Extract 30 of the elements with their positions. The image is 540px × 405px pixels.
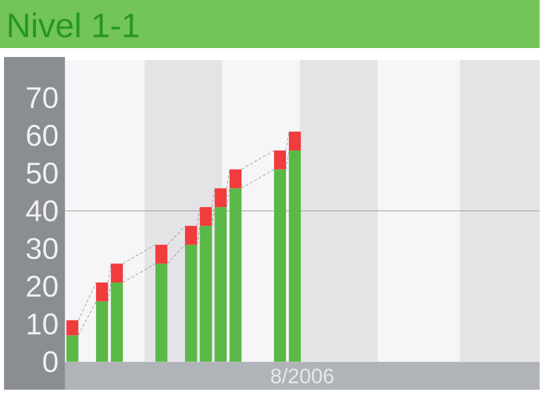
bar [110, 264, 123, 283]
bar [185, 226, 198, 245]
bar [288, 132, 301, 151]
bar [274, 169, 286, 362]
y-tick-label: 0 [43, 351, 58, 372]
bar [274, 150, 286, 170]
y-tick-label: 30 [26, 238, 58, 260]
bar [185, 244, 198, 362]
bar [200, 207, 212, 226]
bar [230, 188, 242, 362]
bar [110, 282, 123, 362]
y-tick-label: 10 [28, 314, 58, 335]
chart-title: Nivel 1-1 [8, 12, 139, 38]
y-tick-label: 60 [26, 124, 58, 146]
bar [96, 302, 108, 362]
bar [288, 150, 301, 362]
bar [155, 264, 168, 362]
bar [66, 335, 78, 362]
y-tick-label: 20 [26, 276, 58, 298]
bar [66, 320, 78, 336]
y-tick-label: 70 [26, 87, 58, 108]
y-tick-label: 40 [26, 200, 58, 222]
y-tick-label: 50 [26, 162, 58, 184]
bar [230, 169, 242, 188]
bar [214, 207, 227, 362]
bar [214, 188, 227, 208]
bar [96, 282, 108, 302]
x-axis-title: 8/2006 [271, 368, 334, 384]
bar [200, 226, 212, 362]
bar [155, 244, 168, 264]
